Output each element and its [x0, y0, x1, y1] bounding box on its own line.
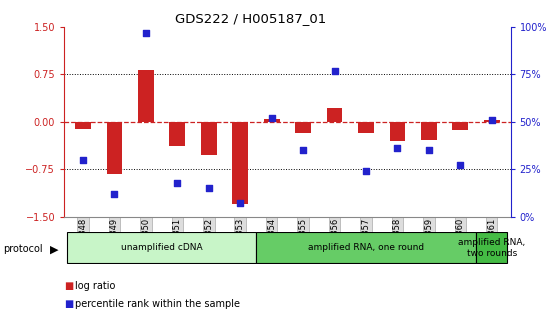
Point	[141, 30, 150, 35]
Text: log ratio: log ratio	[75, 281, 116, 291]
Bar	[232, 122, 248, 204]
Text: percentile rank within the sample: percentile rank within the sample	[75, 299, 240, 309]
Text: ▶: ▶	[50, 244, 59, 254]
Bar	[68, 233, 256, 263]
Point	[204, 185, 213, 191]
Text: amplified RNA,
two rounds: amplified RNA, two rounds	[458, 238, 525, 257]
Point	[235, 201, 244, 206]
Point	[299, 148, 307, 153]
Bar	[484, 120, 499, 122]
Bar	[389, 122, 405, 141]
Bar	[107, 122, 122, 174]
Point	[393, 146, 402, 151]
Bar	[75, 122, 91, 129]
Point	[173, 180, 182, 185]
Point	[456, 163, 465, 168]
Bar	[421, 122, 437, 139]
Bar	[170, 122, 185, 146]
Point	[425, 148, 434, 153]
Bar	[453, 122, 468, 130]
Text: amplified RNA, one round: amplified RNA, one round	[308, 243, 424, 252]
Point	[362, 168, 371, 174]
Point	[110, 191, 119, 197]
Point	[267, 115, 276, 121]
Text: protocol: protocol	[3, 244, 42, 254]
Bar	[256, 233, 476, 263]
Point	[487, 117, 496, 123]
Bar	[326, 108, 343, 122]
Bar	[295, 122, 311, 133]
Bar	[476, 233, 507, 263]
Bar	[264, 119, 280, 122]
Point	[79, 157, 88, 163]
Bar	[138, 70, 154, 122]
Text: ■: ■	[64, 281, 74, 291]
Text: GDS222 / H005187_01: GDS222 / H005187_01	[175, 12, 327, 25]
Point	[330, 68, 339, 73]
Bar	[201, 122, 217, 155]
Bar	[358, 122, 374, 133]
Text: unamplified cDNA: unamplified cDNA	[121, 243, 203, 252]
Text: ■: ■	[64, 299, 74, 309]
